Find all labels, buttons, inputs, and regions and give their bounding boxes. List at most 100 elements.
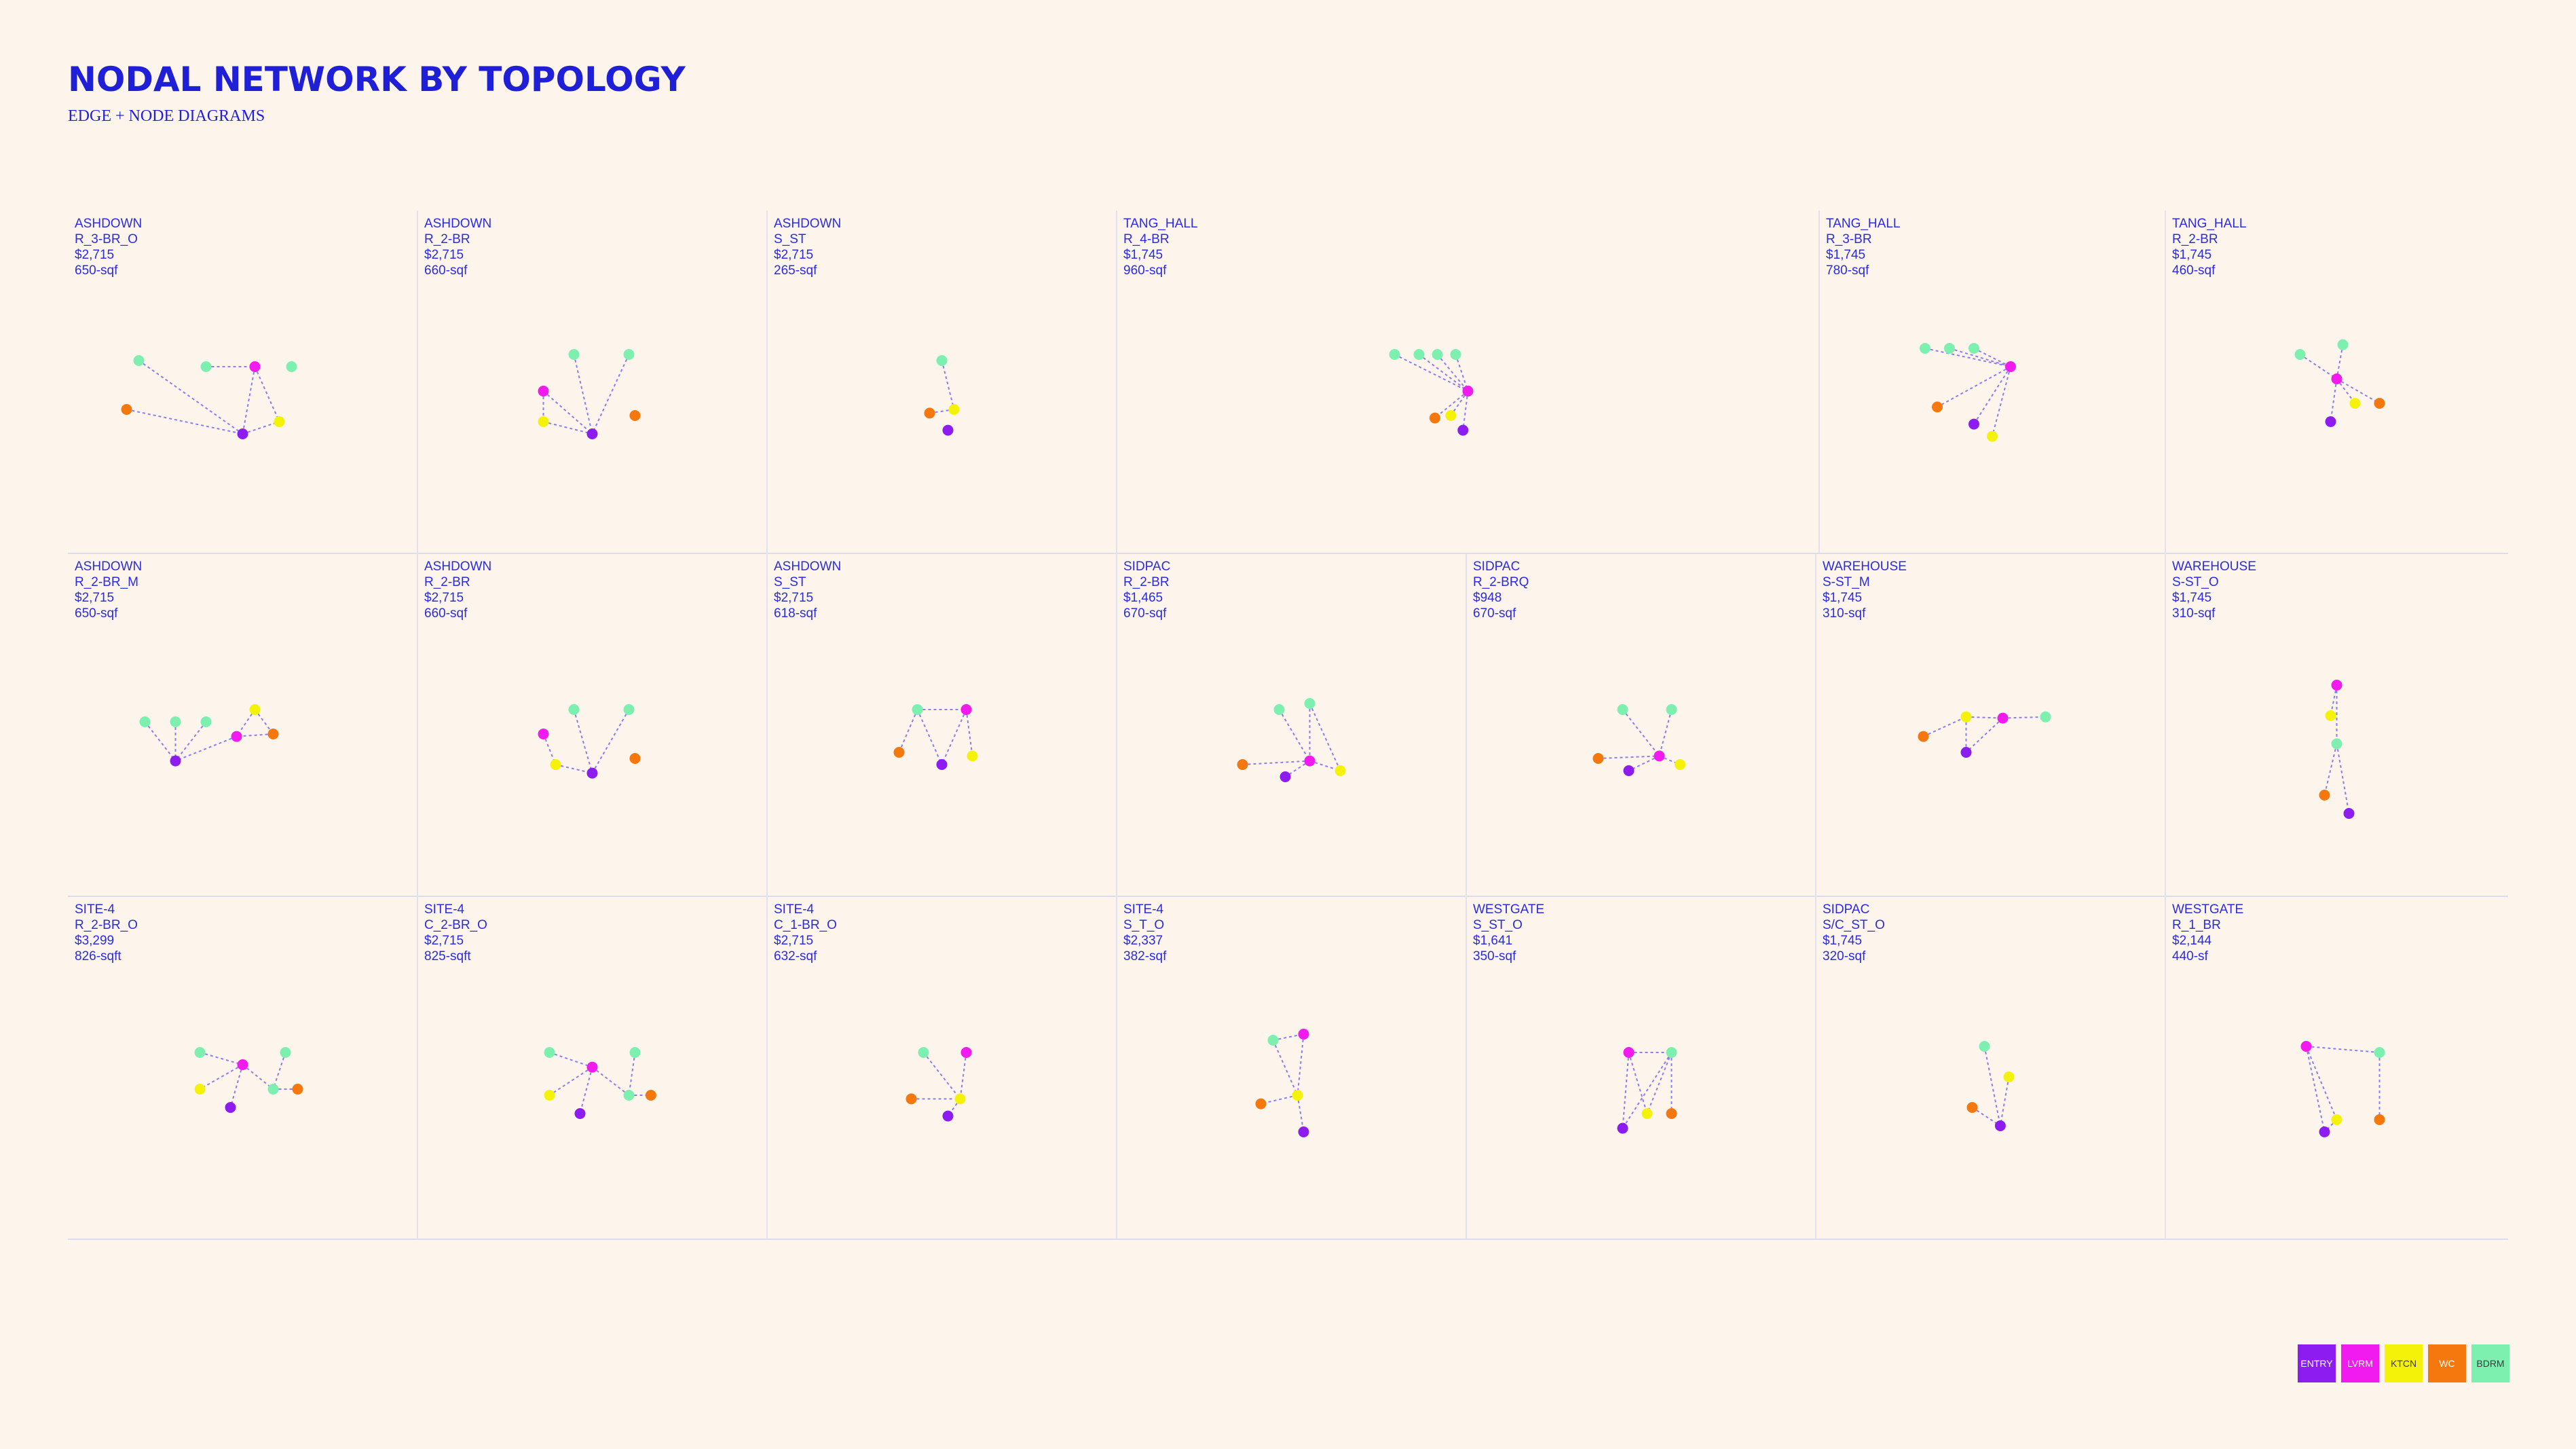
edge: [1436, 354, 1469, 392]
node-bdrm: [912, 704, 923, 715]
edge: [591, 354, 630, 435]
unit-area: 440-sf: [2172, 949, 2208, 964]
unit-unit: R_2-BR: [424, 575, 470, 589]
edge: [1272, 1040, 1299, 1096]
unit-label: WESTGATE S_ST_O $1,641 350-sqf: [1473, 902, 1544, 964]
unit-area: 650-sqf: [75, 606, 118, 621]
unit-price: $2,715: [424, 591, 464, 605]
edge: [1434, 390, 1469, 419]
edge: [2336, 744, 2350, 814]
unit-area: 265-sqf: [774, 263, 817, 278]
network-diagram: [544, 1047, 656, 1119]
node-bdrm: [1432, 349, 1443, 360]
edge: [1622, 709, 1660, 757]
unit-site: ASHDOWN: [424, 560, 492, 574]
network-diagram: [1237, 698, 1346, 782]
node-lvrm: [538, 729, 549, 739]
unit-area: 382-sqf: [1123, 949, 1167, 964]
unit-area: 670-sqf: [1123, 606, 1167, 621]
unit-price: $2,715: [424, 248, 464, 262]
unit-unit: S-ST_M: [1823, 575, 1870, 589]
unit-unit: S_T_O: [1123, 918, 1165, 932]
unit-area: 320-sqf: [1823, 949, 1866, 964]
edge: [941, 360, 955, 410]
unit-site: SITE-4: [774, 902, 815, 917]
unit-unit: R_2-BRQ: [1473, 575, 1529, 589]
edge: [1462, 390, 1469, 430]
network-diagram: [1918, 711, 2051, 758]
edge: [2336, 344, 2344, 380]
node-lvrm: [231, 731, 242, 742]
edge: [579, 1067, 593, 1114]
page-subtitle: EDGE + NODE DIAGRAMS: [68, 107, 265, 125]
node-lvrm: [586, 1061, 598, 1073]
node-bdrm: [1666, 1047, 1677, 1058]
page-title: NODAL NETWORK BY TOPOLOGY: [68, 60, 686, 99]
edge: [1973, 348, 2011, 367]
edge: [2323, 744, 2338, 796]
unit-area: 310-sqf: [2172, 606, 2216, 621]
node-wc: [1255, 1098, 1267, 1109]
legend-key-entry: ENTRY: [2298, 1344, 2336, 1382]
edge: [916, 709, 943, 765]
unit-unit: R_3-BR_O: [75, 232, 138, 246]
node-entry: [237, 428, 248, 439]
unit-unit: S_ST_O: [1473, 918, 1523, 932]
unit-unit: S-ST_O: [2172, 575, 2219, 589]
edge: [1992, 366, 2011, 437]
node-bdrm: [267, 1084, 279, 1095]
edge: [144, 721, 176, 762]
edge: [1937, 366, 2011, 408]
node-lvrm: [1304, 755, 1315, 767]
node-wc: [121, 404, 132, 415]
node-bdrm: [1389, 349, 1400, 360]
unit-label: SITE-4 S_T_O $2,337 382-sqf: [1123, 902, 1166, 964]
edge: [959, 1052, 967, 1099]
unit-area: 660-sqf: [424, 606, 468, 621]
unit-site: WESTGATE: [2172, 902, 2244, 917]
node-entry: [1298, 1126, 1309, 1137]
edge: [1646, 1052, 1673, 1114]
node-wc: [629, 410, 641, 421]
edge: [941, 709, 967, 765]
network-diagram: [906, 1047, 972, 1122]
network-diagram: [1920, 343, 2016, 442]
unit-price: $2,337: [1123, 934, 1163, 948]
node-bdrm: [936, 355, 948, 366]
node-bdrm: [623, 349, 635, 360]
node-entry: [225, 1102, 236, 1113]
network-diagram: [1389, 349, 1474, 436]
unit-price: $1,745: [1823, 591, 1863, 605]
edge: [1296, 1033, 1305, 1096]
unit-unit: R_4-BR: [1123, 232, 1170, 246]
edge: [242, 1064, 274, 1090]
unit-unit: C_2-BR_O: [424, 918, 487, 932]
unit-label: WAREHOUSE S-ST_O $1,745 310-sqf: [2172, 559, 2256, 621]
node-bdrm: [200, 361, 212, 372]
node-ktcn: [948, 404, 960, 415]
node-bdrm: [2374, 1047, 2385, 1058]
node-ktcn: [544, 1090, 555, 1101]
edge: [542, 733, 557, 765]
node-bdrm: [2337, 339, 2349, 350]
edge: [1278, 709, 1311, 762]
edge: [1455, 354, 1469, 392]
unit-unit: R_2-BR: [2172, 232, 2218, 246]
node-bdrm: [194, 1047, 206, 1058]
node-entry: [2343, 808, 2355, 819]
node-bdrm: [1267, 1035, 1279, 1046]
edge: [236, 733, 274, 737]
unit-label: ASHDOWN R_2-BR_M $2,715 650-sqf: [75, 559, 142, 621]
node-wc: [645, 1090, 656, 1101]
edge: [573, 354, 593, 435]
unit-unit: R_2-BR_O: [75, 918, 138, 932]
unit-unit: S/C_ST_O: [1823, 918, 1885, 932]
edge: [1658, 709, 1673, 756]
unit-price: $1,745: [1823, 934, 1863, 948]
node-wc: [893, 747, 905, 758]
edge: [1628, 755, 1660, 771]
unit-site: ASHDOWN: [424, 217, 492, 231]
unit-area: 350-sqf: [1473, 949, 1516, 964]
unit-price: $1,745: [1123, 248, 1163, 262]
